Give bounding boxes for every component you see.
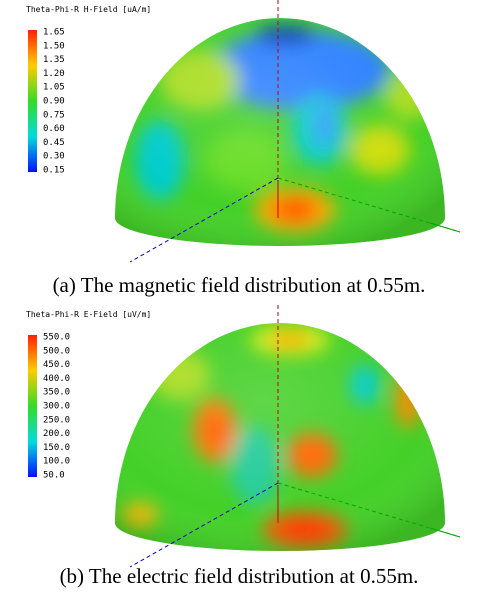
colorbar-label: 0.75 [43,110,65,120]
colorbar-label: 1.50 [43,41,65,51]
colorbar-label: 300.0 [43,402,70,412]
colorbar-label: 0.60 [43,124,65,134]
colorbar-label: 0.45 [43,138,65,148]
colorbar-label: 450.0 [43,360,70,370]
shading [115,323,445,551]
colorbar-label: 0.30 [43,152,65,162]
colorbar [28,335,37,477]
figure: Theta-Phi-R H-Field [uA/m] 1.65 1.50 1.35 1.… [0,0,479,604]
colorbar-label: 1.35 [43,55,65,65]
colorbar-label: 150.0 [43,443,70,453]
field-pattern [115,323,445,551]
colorbar-label: 200.0 [43,429,70,439]
colorbar-label: 100.0 [43,457,70,467]
caption: (a) The magnetic field distribution at 0… [53,273,426,297]
colorbar-title: Theta-Phi-R H-Field [uA/m] [26,5,151,14]
colorbar-label: 0.90 [43,97,65,107]
colorbar-label: 50.0 [43,471,65,481]
colorbar-label: 350.0 [43,388,70,398]
colorbar-label: 1.20 [43,69,65,79]
colorbar-label: 550.0 [43,333,70,343]
shading [115,18,445,246]
colorbar-title: Theta-Phi-R E-Field [uV/m] [26,310,151,319]
colorbar-label: 1.65 [43,28,65,38]
colorbar [28,30,37,172]
colorbar-label: 500.0 [43,346,70,356]
panel: Theta-Phi-R E-Field [uV/m] 550.0 500.0 450.… [26,305,460,588]
colorbar-label: 400.0 [43,374,70,384]
colorbar-label: 0.15 [43,166,65,176]
colorbar-label: 1.05 [43,83,65,93]
field-pattern [115,18,445,246]
colorbar-label: 250.0 [43,415,70,425]
panel: Theta-Phi-R H-Field [uA/m] 1.65 1.50 1.35 1.… [26,0,460,297]
caption: (b) The electric field distribution at 0… [60,564,419,588]
